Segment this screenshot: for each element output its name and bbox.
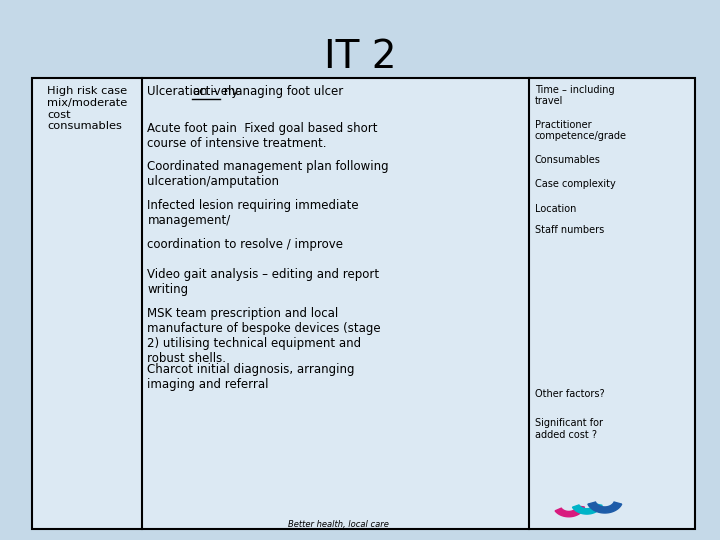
Text: IT 2: IT 2	[324, 38, 396, 76]
Text: Other factors?: Other factors?	[535, 389, 605, 399]
Text: Consumables: Consumables	[535, 155, 600, 165]
Polygon shape	[555, 506, 585, 517]
Text: Better health, local care: Better health, local care	[288, 520, 389, 529]
Text: Ulceration –: Ulceration –	[148, 85, 221, 98]
Polygon shape	[572, 504, 602, 514]
Text: coordination to resolve / improve: coordination to resolve / improve	[148, 238, 343, 251]
Text: managing foot ulcer: managing foot ulcer	[220, 85, 343, 98]
Text: Significant for
added cost ?: Significant for added cost ?	[535, 418, 603, 440]
Text: Time – including
travel: Time – including travel	[535, 85, 615, 106]
Text: Coordinated management plan following
ulceration/amputation: Coordinated management plan following ul…	[148, 160, 389, 188]
Text: Staff numbers: Staff numbers	[535, 225, 604, 235]
Text: Acute foot pain  Fixed goal based short
course of intensive treatment.: Acute foot pain Fixed goal based short c…	[148, 122, 378, 150]
Text: High risk case
mix/moderate
cost
consumables: High risk case mix/moderate cost consuma…	[47, 86, 127, 131]
Text: Video gait analysis – editing and report
writing: Video gait analysis – editing and report…	[148, 268, 379, 296]
Text: MSK team prescription and local
manufacture of bespoke devices (stage
2) utilisi: MSK team prescription and local manufact…	[148, 307, 381, 364]
Text: Infected lesion requiring immediate
management/: Infected lesion requiring immediate mana…	[148, 199, 359, 227]
Text: actively: actively	[192, 85, 239, 98]
Text: Practitioner
competence/grade: Practitioner competence/grade	[535, 120, 627, 141]
Text: Charcot initial diagnosis, arranging
imaging and referral: Charcot initial diagnosis, arranging ima…	[148, 363, 355, 392]
Polygon shape	[588, 502, 621, 513]
FancyBboxPatch shape	[32, 78, 695, 529]
Text: Case complexity: Case complexity	[535, 179, 616, 190]
Text: Location: Location	[535, 204, 576, 214]
